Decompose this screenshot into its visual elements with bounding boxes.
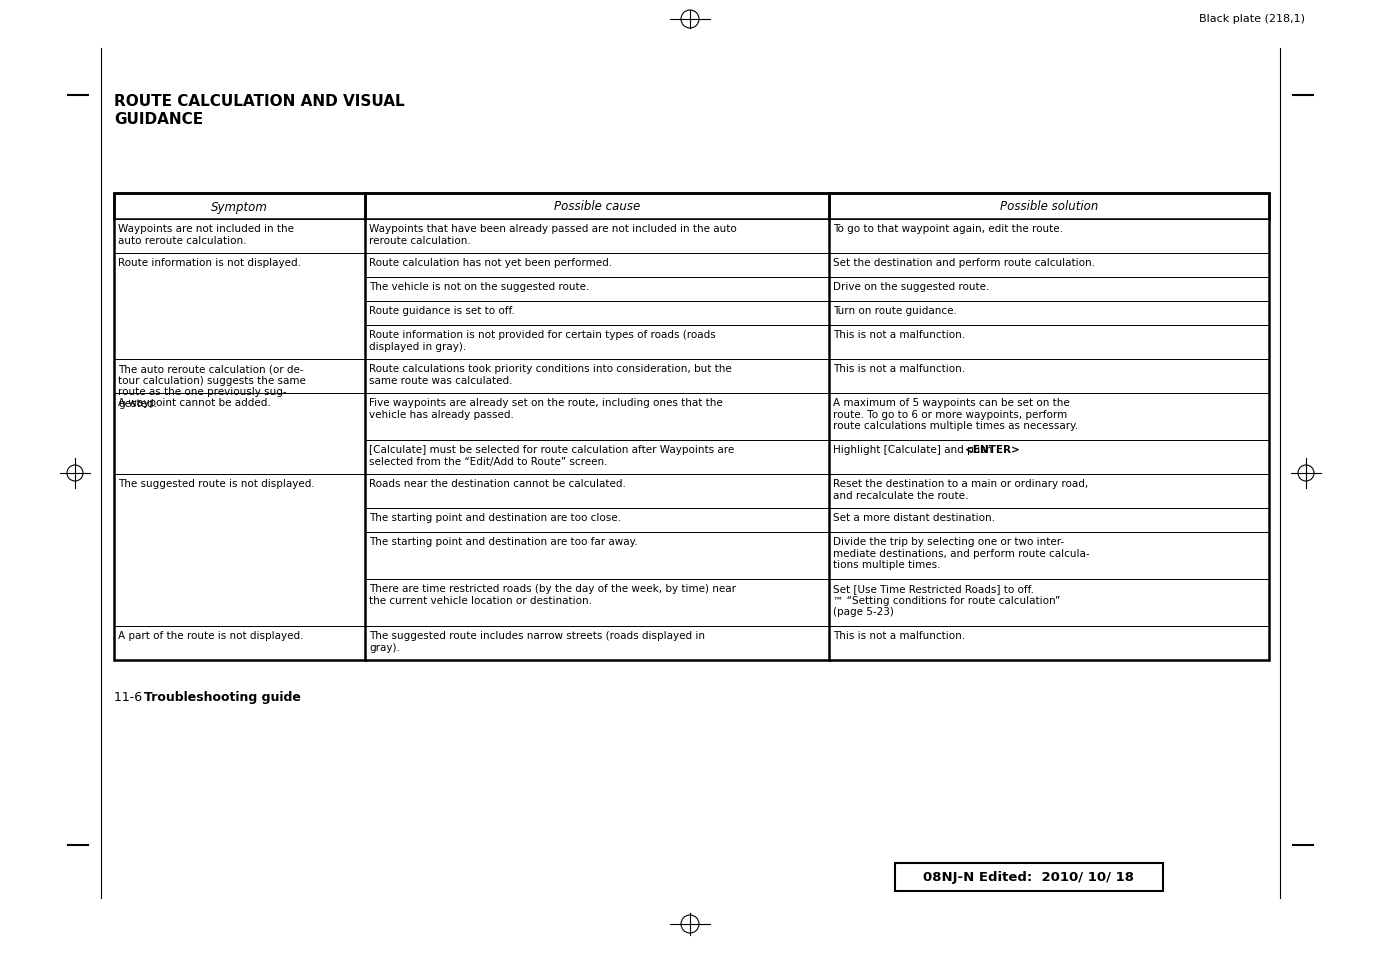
Text: Set the destination and perform route calculation.: Set the destination and perform route ca… [833, 257, 1095, 268]
Bar [365, 302, 829, 326]
Bar [365, 277, 829, 302]
Bar [365, 326, 829, 359]
Bar [115, 359, 365, 394]
Text: <ENTER>: <ENTER> [965, 444, 1021, 455]
Text: Roads near the destination cannot be calculated.: Roads near the destination cannot be cal… [369, 478, 626, 489]
Text: [Calculate] must be selected for route calculation after Waypoints are
selected : [Calculate] must be selected for route c… [369, 444, 735, 466]
Text: This is not a malfunction.: This is not a malfunction. [833, 330, 965, 339]
Bar [115, 475, 365, 626]
Bar [115, 220, 365, 253]
Bar [829, 394, 1269, 440]
Text: This is not a malfunction.: This is not a malfunction. [833, 630, 965, 640]
Text: Troubleshooting guide: Troubleshooting guide [144, 690, 301, 703]
Bar [365, 626, 829, 660]
Text: Black plate (218,1): Black plate (218,1) [1199, 14, 1305, 24]
Bar [365, 359, 829, 394]
Text: A maximum of 5 waypoints can be set on the
route. To go to 6 or more waypoints, : A maximum of 5 waypoints can be set on t… [833, 397, 1079, 431]
Bar [365, 253, 829, 277]
Bar [365, 579, 829, 626]
Text: The starting point and destination are too far away.: The starting point and destination are t… [369, 537, 638, 546]
Text: Set a more distant destination.: Set a more distant destination. [833, 513, 994, 522]
Text: This is not a malfunction.: This is not a malfunction. [833, 364, 965, 374]
Bar [365, 475, 829, 509]
Text: The auto reroute calculation (or de-
tour calculation) suggests the same
route a: The auto reroute calculation (or de- tou… [117, 364, 305, 409]
Text: Reset the destination to a main or ordinary road,
and recalculate the route.: Reset the destination to a main or ordin… [833, 478, 1088, 500]
Text: Possible solution: Possible solution [1000, 200, 1098, 213]
Text: 08NJ-N Edited:  2010/ 10/ 18: 08NJ-N Edited: 2010/ 10/ 18 [924, 871, 1135, 883]
Text: Route guidance is set to off.: Route guidance is set to off. [369, 306, 515, 315]
Bar [829, 253, 1269, 277]
Text: The suggested route is not displayed.: The suggested route is not displayed. [117, 478, 315, 489]
Text: Route information is not provided for certain types of roads (roads
displayed in: Route information is not provided for ce… [369, 330, 715, 352]
Text: Possible cause: Possible cause [554, 200, 641, 213]
Text: The suggested route includes narrow streets (roads displayed in
gray).: The suggested route includes narrow stre… [369, 630, 704, 652]
Bar [829, 359, 1269, 394]
Text: Symptom: Symptom [211, 200, 268, 213]
Bar [829, 302, 1269, 326]
Bar [895, 863, 1163, 891]
Text: Route information is not displayed.: Route information is not displayed. [117, 257, 301, 268]
Bar [365, 533, 829, 579]
Bar [829, 277, 1269, 302]
Bar [829, 533, 1269, 579]
Bar [829, 440, 1269, 475]
Text: Route calculation has not yet been performed.: Route calculation has not yet been perfo… [369, 257, 612, 268]
Text: ROUTE CALCULATION AND VISUAL: ROUTE CALCULATION AND VISUAL [115, 94, 405, 109]
Text: Set [Use Time Restricted Roads] to off.
™ “Setting conditions for route calculat: Set [Use Time Restricted Roads] to off. … [833, 583, 1061, 617]
Bar [829, 326, 1269, 359]
Text: Waypoints that have been already passed are not included in the auto
reroute cal: Waypoints that have been already passed … [369, 224, 736, 245]
Bar [115, 193, 1269, 220]
Text: Divide the trip by selecting one or two inter-
mediate destinations, and perform: Divide the trip by selecting one or two … [833, 537, 1090, 570]
Bar [365, 394, 829, 440]
Text: GUIDANCE: GUIDANCE [115, 112, 203, 127]
Bar [829, 579, 1269, 626]
Bar [115, 626, 365, 660]
Text: A waypoint cannot be added.: A waypoint cannot be added. [117, 397, 271, 408]
Text: A part of the route is not displayed.: A part of the route is not displayed. [117, 630, 304, 640]
Bar [829, 626, 1269, 660]
Text: Drive on the suggested route.: Drive on the suggested route. [833, 282, 989, 292]
Bar [829, 220, 1269, 253]
Text: There are time restricted roads (by the day of the week, by time) near
the curre: There are time restricted roads (by the … [369, 583, 736, 605]
Bar [115, 394, 365, 475]
Bar [365, 509, 829, 533]
Bar [829, 475, 1269, 509]
Bar [829, 509, 1269, 533]
Bar [115, 253, 365, 359]
Text: The starting point and destination are too close.: The starting point and destination are t… [369, 513, 621, 522]
Text: Route calculations took priority conditions into consideration, but the
same rou: Route calculations took priority conditi… [369, 364, 732, 385]
Text: Five waypoints are already set on the route, including ones that the
vehicle has: Five waypoints are already set on the ro… [369, 397, 722, 419]
Text: Waypoints are not included in the
auto reroute calculation.: Waypoints are not included in the auto r… [117, 224, 294, 245]
Text: 11-6: 11-6 [115, 690, 151, 703]
Text: The vehicle is not on the suggested route.: The vehicle is not on the suggested rout… [369, 282, 590, 292]
Text: Highlight [Calculate] and push: Highlight [Calculate] and push [833, 444, 996, 455]
Bar [365, 440, 829, 475]
Bar [115, 193, 1269, 660]
Text: To go to that waypoint again, edit the route.: To go to that waypoint again, edit the r… [833, 224, 1063, 233]
Text: Turn on route guidance.: Turn on route guidance. [833, 306, 957, 315]
Bar [365, 220, 829, 253]
